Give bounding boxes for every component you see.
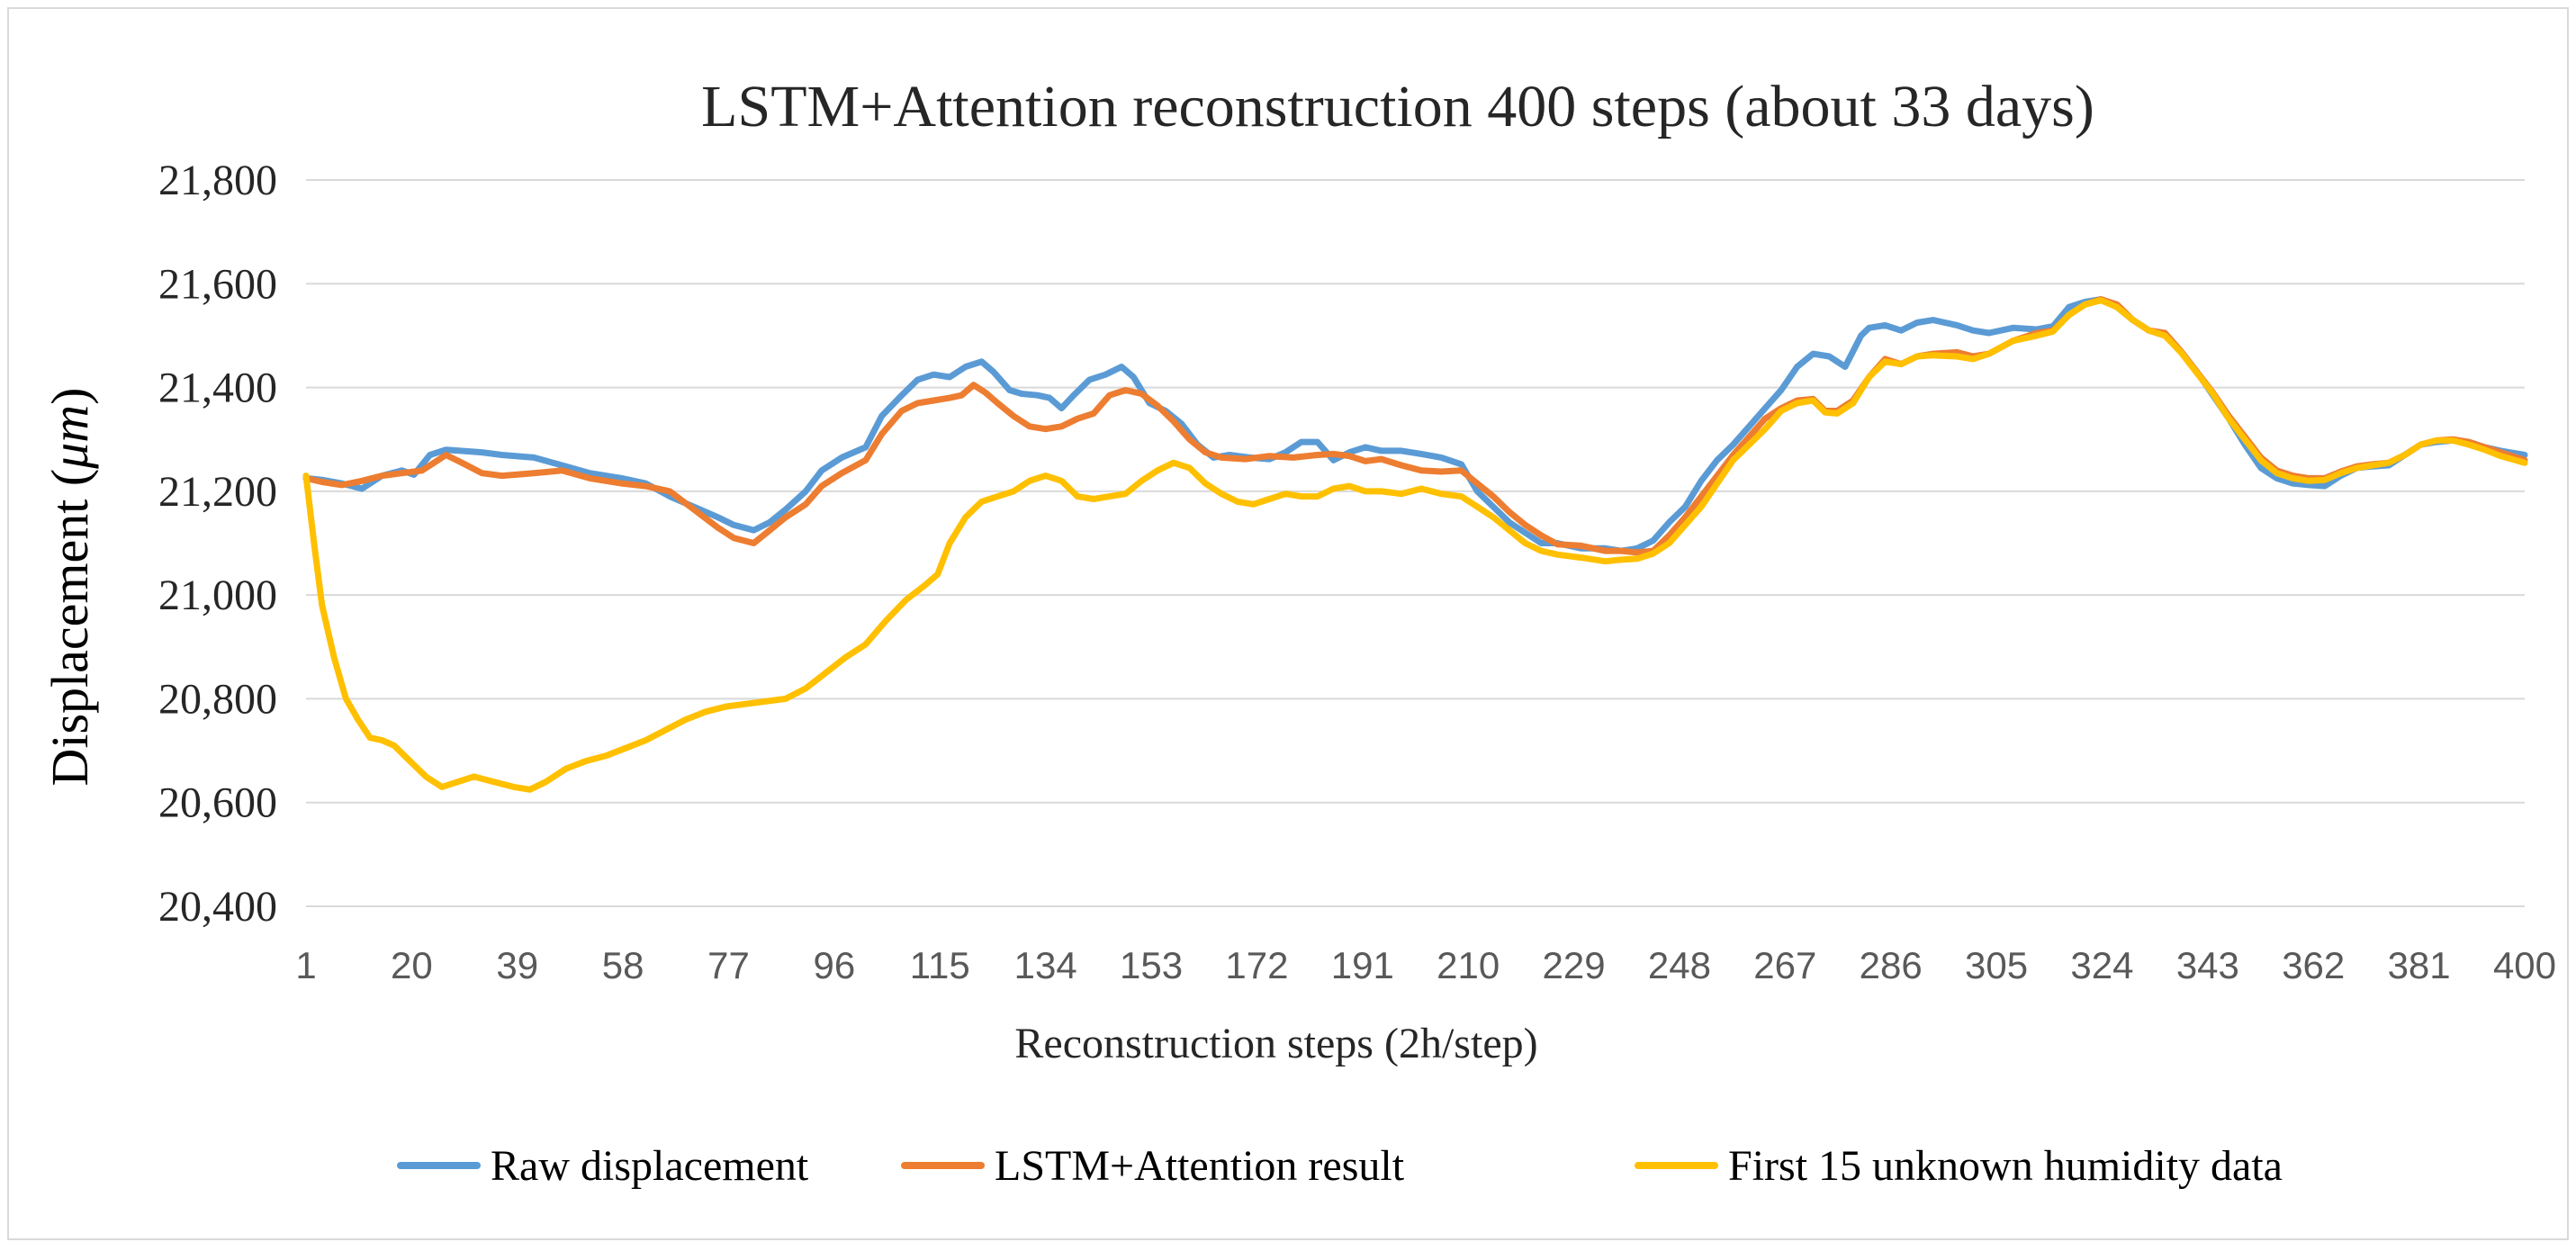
gridlines <box>306 179 2525 907</box>
x-tick-label: 400 <box>2493 944 2556 986</box>
x-tick-label: 1 <box>295 944 316 986</box>
series-line-1 <box>302 296 2528 554</box>
chart-frame <box>7 7 2569 1240</box>
x-tick-label: 77 <box>707 944 750 986</box>
x-tick-label: 134 <box>1014 944 1077 986</box>
x-tick-label: 381 <box>2388 944 2451 986</box>
x-tick-label: 229 <box>1543 944 1606 986</box>
series-line-2 <box>302 296 2528 556</box>
x-tick-label: 324 <box>2070 944 2133 986</box>
x-tick-label: 248 <box>1648 944 1711 986</box>
x-axis-ticks: 1 20 39 58 77 96 115 134 153 172 191 210 229 248 267 28… <box>295 944 2556 986</box>
legend-label: First 15 unknown humidity data <box>1728 1142 2283 1190</box>
y-tick-label: 20,400 <box>158 883 277 931</box>
y-tick-label: 21,400 <box>158 364 277 412</box>
x-tick-label: 362 <box>2282 944 2345 986</box>
x-tick-label: 96 <box>814 944 856 986</box>
x-tick-label: 172 <box>1225 944 1288 986</box>
x-tick-label: 115 <box>910 944 970 986</box>
y-tick-label: 21,000 <box>158 572 277 619</box>
x-tick-label: 20 <box>391 944 433 986</box>
x-tick-label: 286 <box>1860 944 1923 986</box>
y-tick-label: 21,200 <box>158 468 277 516</box>
x-tick-label: 191 <box>1331 944 1394 986</box>
x-tick-label: 58 <box>602 944 644 986</box>
y-axis-label-prefix: Displacement ( <box>41 469 99 787</box>
y-axis-label: Displacement (μm) <box>41 387 99 786</box>
legend-label: Raw displacement <box>491 1142 809 1190</box>
x-tick-label: 305 <box>1965 944 2028 986</box>
x-axis-label: Reconstruction steps (2h/step) <box>1014 1020 1537 1067</box>
chart-title: LSTM+Attention reconstruction 400 steps … <box>701 74 2094 140</box>
x-tick-label: 39 <box>496 944 538 986</box>
x-tick-label: 153 <box>1120 944 1183 986</box>
legend: Raw displacement LSTM+Attention result Fir… <box>397 1142 2283 1190</box>
series-line-3 <box>302 297 2528 793</box>
y-axis-ticks: 20,400 20,600 20,800 21,000 21,200 21,400 21,6… <box>158 157 277 931</box>
y-tick-label: 20,800 <box>158 675 277 723</box>
x-tick-label: 343 <box>2176 944 2239 986</box>
series-lines <box>302 296 2528 793</box>
y-tick-label: 21,800 <box>158 157 277 204</box>
x-tick-label: 210 <box>1437 944 1500 986</box>
y-tick-label: 21,600 <box>158 260 277 308</box>
y-axis-label-unit: μm <box>41 405 99 470</box>
legend-label: LSTM+Attention result <box>995 1142 1405 1190</box>
y-tick-label: 20,600 <box>158 779 277 827</box>
x-tick-label: 267 <box>1753 944 1816 986</box>
y-axis-label-suffix: ) <box>41 387 99 404</box>
